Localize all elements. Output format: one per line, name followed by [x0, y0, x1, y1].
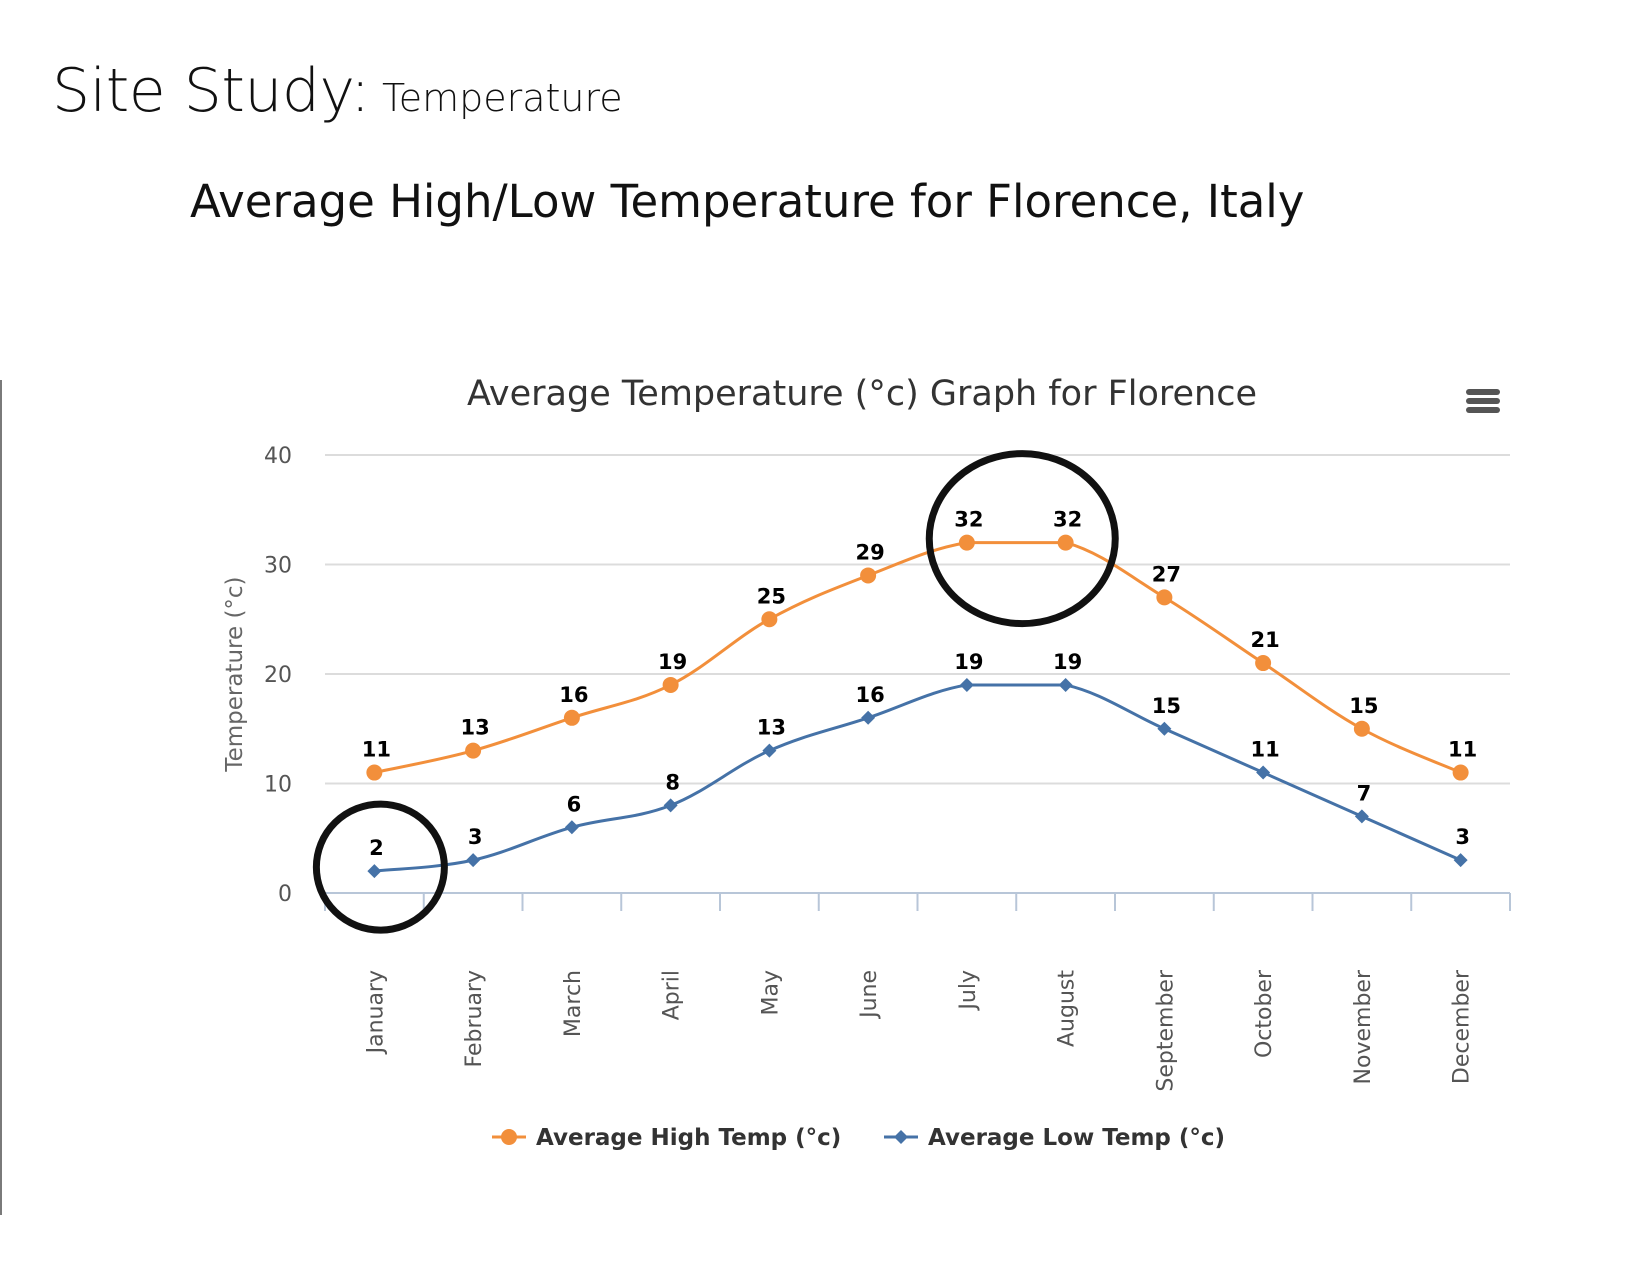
data-point	[563, 709, 580, 726]
x-tick-label: August	[1055, 970, 1080, 1047]
data-label: 32	[1053, 508, 1082, 532]
data-label: 25	[757, 584, 786, 608]
data-point	[959, 677, 974, 692]
data-label: 29	[856, 540, 885, 564]
y-tick-label: 20	[264, 663, 292, 688]
data-point	[1452, 764, 1469, 781]
y-tick-label: 10	[264, 773, 292, 798]
data-point	[1057, 534, 1074, 551]
data-label: 21	[1251, 628, 1280, 652]
data-labels: 11 13 16 19 25 29 32 32 27 21 15 11 2 3 6 8 13 16 19 19 15 11…	[362, 508, 1477, 861]
data-point	[466, 853, 481, 868]
data-point	[367, 864, 382, 879]
x-tick-label: September	[1153, 969, 1178, 1092]
data-label: 7	[1357, 781, 1372, 805]
data-label: 3	[468, 825, 483, 849]
data-label: 11	[1251, 738, 1280, 762]
data-label: 8	[665, 770, 680, 794]
x-tick-label: April	[660, 970, 685, 1020]
y-tick-label: 30	[264, 554, 292, 579]
chart-text: 0 10 20 30 40 January February March April May Jun…	[222, 374, 1475, 1092]
grid-lines	[325, 454, 1510, 785]
x-tick-label: July	[956, 970, 981, 1012]
x-tick-label: January	[363, 970, 388, 1055]
data-point	[465, 742, 482, 759]
data-point	[761, 611, 778, 628]
data-point	[1453, 853, 1468, 868]
data-point	[663, 798, 678, 813]
data-label: 15	[1349, 694, 1378, 718]
menu-bar	[1466, 407, 1500, 413]
menu-bar	[1466, 389, 1500, 395]
data-point	[1255, 655, 1272, 672]
data-point	[762, 743, 777, 758]
legend-marker	[501, 1129, 517, 1145]
y-tick-label: 0	[278, 882, 292, 907]
slide-title-main: Site Study:	[52, 56, 370, 126]
data-point	[1353, 720, 1370, 737]
annotation-circles	[312, 450, 1119, 934]
data-label: 3	[1455, 825, 1470, 849]
x-axis	[324, 892, 1511, 911]
data-point	[860, 567, 877, 584]
data-label: 2	[369, 836, 384, 860]
data-point	[1058, 677, 1073, 692]
data-label: 19	[658, 650, 687, 674]
y-axis-label: Temperature (°c)	[222, 576, 248, 772]
menu-bar	[1466, 398, 1500, 404]
x-tick-label: May	[758, 970, 783, 1015]
series-lines	[366, 534, 1469, 879]
data-label: 19	[1053, 650, 1082, 674]
data-label: 13	[757, 716, 786, 740]
data-point	[958, 534, 975, 551]
legend-entry[interactable]: Average Low Temp (°c)	[928, 1125, 1225, 1151]
x-tick-label: March	[561, 970, 586, 1037]
data-point	[366, 764, 383, 781]
data-label: 16	[856, 683, 885, 707]
data-point	[861, 710, 876, 725]
data-label: 19	[954, 650, 983, 674]
data-label: 32	[954, 508, 983, 532]
annotation-circle	[925, 450, 1119, 628]
page-heading: Average High/Low Temperature for Florenc…	[190, 175, 1305, 228]
x-tick-label: June	[857, 970, 882, 1020]
slide-title: Site Study: Temperature	[52, 56, 623, 126]
legend: Average High Temp (°c) Average Low Temp (…	[492, 1125, 1225, 1151]
hamburger-menu-icon[interactable]	[1466, 389, 1500, 413]
x-tick-label: February	[462, 970, 487, 1068]
annotation-circle	[312, 800, 448, 934]
data-point	[564, 820, 579, 835]
left-divider	[0, 380, 2, 1215]
data-label: 13	[461, 716, 490, 740]
data-label: 16	[559, 683, 588, 707]
legend-marker	[894, 1130, 908, 1144]
data-point	[662, 676, 679, 693]
series-line	[374, 541, 1462, 775]
x-tick-label: November	[1351, 969, 1376, 1084]
data-point	[1156, 589, 1173, 606]
slide-title-sub: Temperature	[369, 76, 623, 120]
data-label: 15	[1152, 694, 1181, 718]
x-tick-label: October	[1252, 969, 1277, 1058]
chart-title: Average Temperature (°c) Graph for Flore…	[467, 374, 1257, 414]
chart-menu-button[interactable]	[1466, 389, 1500, 413]
data-point	[1354, 809, 1369, 824]
data-label: 6	[567, 792, 582, 816]
data-label: 27	[1152, 562, 1181, 586]
series-line	[374, 683, 1462, 873]
data-point	[1256, 765, 1271, 780]
y-tick-label: 40	[264, 444, 292, 469]
data-label: 11	[362, 738, 391, 762]
data-point	[1157, 721, 1172, 736]
x-tick-label: December	[1450, 969, 1475, 1084]
legend-entry[interactable]: Average High Temp (°c)	[536, 1125, 841, 1151]
data-label: 11	[1448, 738, 1477, 762]
